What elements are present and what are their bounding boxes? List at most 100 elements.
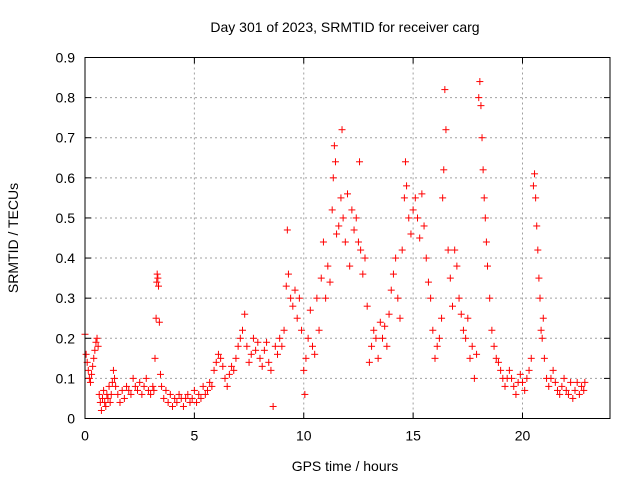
data-point [383,342,391,350]
data-point [341,238,349,246]
data-point [492,354,500,362]
data-point [306,306,314,314]
data-point [571,386,579,394]
x-tick-label: 0 [81,428,89,444]
x-tick-label: 10 [296,428,312,444]
data-point [451,246,459,254]
data-point [151,354,159,362]
data-point [125,386,133,394]
data-point [438,314,446,322]
data-point [536,294,544,302]
x-tick-label: 20 [515,428,531,444]
data-point [523,374,531,382]
data-point [339,214,347,222]
data-point [516,370,524,378]
data-point [558,382,566,390]
data-point [90,354,98,362]
data-point [441,86,449,94]
data-point [104,394,112,402]
y-tick-label: 0 [67,411,75,427]
data-point [476,78,484,86]
data-point [532,194,540,202]
data-point [256,354,264,362]
data-point [175,390,183,398]
data-point [396,314,404,322]
data-point [361,254,369,262]
data-point [481,214,489,222]
data-point [258,362,266,370]
data-point [284,270,292,278]
data-point [217,354,225,362]
y-tick-label: 0.2 [56,330,76,346]
data-point [488,326,496,334]
data-point [352,214,360,222]
data-point [271,342,279,350]
data-point [120,394,128,402]
data-point [298,326,306,334]
data-point [455,294,463,302]
data-point [338,126,346,134]
data-point [392,254,400,262]
data-point [153,278,161,286]
data-point [173,398,181,406]
data-point [302,354,310,362]
data-point [365,358,373,366]
data-point [317,274,325,282]
data-point [210,366,218,374]
data-point [276,334,284,342]
data-point [478,134,486,142]
data-point [152,314,160,322]
data-point [519,378,526,386]
data-point [363,302,371,310]
data-point [529,182,537,190]
data-point [89,362,97,370]
data-point [440,166,448,174]
data-point [539,314,547,322]
data-point [309,342,316,350]
data-point [442,126,450,134]
data-point [470,374,478,382]
data-point [374,354,382,362]
data-point [416,234,424,242]
data-point [477,102,485,110]
data-point [204,386,211,394]
data-point [479,166,487,174]
data-point [263,338,271,346]
data-point [287,294,295,302]
data-point [449,302,456,310]
data-point [407,230,415,238]
data-point [293,314,301,322]
data-point [326,278,334,286]
data-point [282,282,290,290]
data-point [379,334,386,342]
data-point [475,94,483,102]
data-point [169,402,176,410]
data-point [385,310,393,318]
data-point [239,326,246,334]
data-point [84,366,92,374]
data-point [136,378,144,386]
data-point [431,354,439,362]
data-point [252,346,260,354]
data-point [497,366,505,374]
data-point [400,194,408,202]
data-point [376,318,384,326]
data-point [188,394,196,402]
data-point [567,378,575,386]
data-point [354,238,362,246]
data-point [199,382,207,390]
data-point [155,282,162,290]
data-point [512,390,520,398]
data-point [123,382,131,390]
data-point [106,398,114,406]
data-point [527,354,535,362]
data-point [381,322,389,330]
data-point [107,390,115,398]
data-point [427,294,435,302]
data-point [280,326,288,334]
data-point [411,194,419,202]
data-point [521,386,529,394]
data-point [283,226,291,234]
data-point [311,350,319,358]
